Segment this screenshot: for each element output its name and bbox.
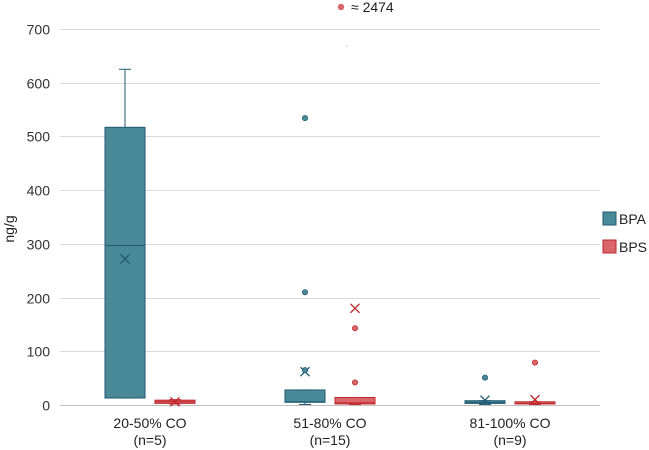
outlier-point [301, 367, 308, 374]
box-bps [154, 396, 196, 407]
y-axis-ticks: 0 100 200 300 400 500 600 700 [27, 22, 51, 414]
outlier-point [481, 374, 488, 381]
y-tick-label: 100 [27, 344, 51, 360]
outlier-point [301, 289, 308, 296]
outlier-point [301, 115, 308, 122]
annotation-point [346, 45, 348, 47]
y-tick-label: 400 [27, 183, 51, 199]
box-iqr [334, 396, 376, 405]
legend-label-bpa: BPA [619, 211, 647, 227]
annotation-text: ≈ 2474 [351, 0, 394, 15]
annotation: ≈ 2474 [337, 0, 394, 47]
x-category-label: 81-100% CO [470, 415, 551, 431]
y-tick-label: 0 [42, 398, 50, 414]
box-iqr [104, 126, 146, 399]
y-tick-label: 600 [27, 76, 51, 92]
legend-label-bps: BPS [619, 239, 647, 255]
y-tick-label: 700 [27, 22, 51, 38]
y-axis-label: ng/g [1, 215, 17, 242]
mean-marker [480, 395, 490, 406]
y-tick-label: 200 [27, 291, 51, 307]
box-iqr [284, 389, 326, 403]
legend-swatch-bpa [602, 211, 617, 226]
outlier-point [351, 325, 358, 332]
y-tick-label: 300 [27, 237, 51, 253]
x-axis-categories: 20-50% CO(n=5) 51-80% CO(n=15) 81-100% CO(… [113, 415, 550, 448]
box-bpa [104, 68, 146, 399]
mean-marker [170, 396, 180, 407]
box-bpa [464, 374, 506, 406]
series-bpa [104, 68, 506, 406]
mean-marker [530, 394, 540, 405]
box-bpa [284, 115, 326, 405]
legend: BPA BPS [602, 211, 647, 255]
mean-marker [120, 253, 130, 264]
annotation-marker [337, 3, 345, 11]
x-category-count: (n=9) [493, 432, 526, 448]
x-category-label: 20-50% CO [113, 415, 186, 431]
outlier-point [532, 359, 539, 366]
y-tick-label: 500 [27, 129, 51, 145]
outlier-point [351, 379, 358, 386]
series-bps [154, 303, 556, 407]
box-iqr [514, 401, 556, 405]
box-plots [104, 68, 556, 407]
mean-marker [350, 303, 360, 314]
x-category-count: (n=15) [310, 432, 351, 448]
legend-swatch-bps [602, 239, 617, 254]
box-bps [334, 303, 376, 405]
box-bps [514, 359, 556, 405]
x-category-label: 51-80% CO [293, 415, 366, 431]
gridlines [60, 29, 600, 352]
x-category-count: (n=5) [133, 432, 166, 448]
